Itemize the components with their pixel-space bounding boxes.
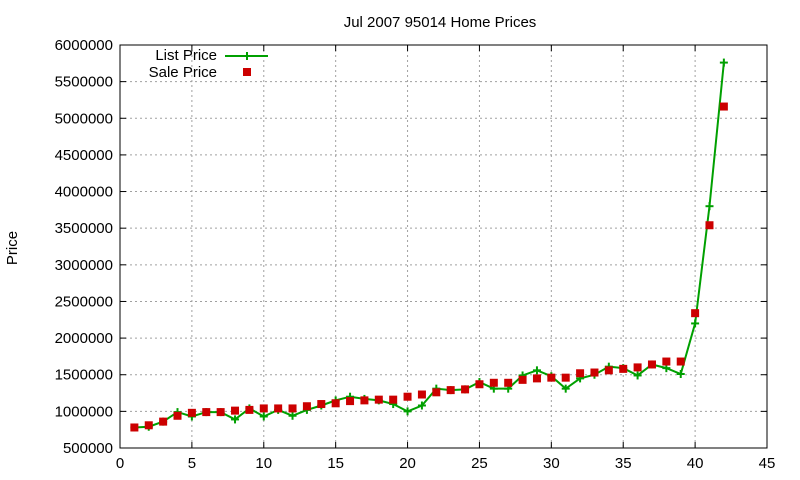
x-tick-label: 25 [471,455,488,472]
sale-price-point [245,405,254,414]
sale-price-point [331,399,340,408]
y-tick-label: 6000000 [55,37,113,54]
sale-price-point [518,375,527,384]
list-price-point [705,202,714,211]
sale-price-point [187,408,196,417]
sale-price-point [432,388,441,397]
list-price-point [403,407,412,416]
y-axis-label: Price [4,231,21,265]
sale-price-point [288,404,297,413]
sale-price-point [705,221,714,230]
grid-lines [120,45,767,448]
sale-price-point [360,396,369,405]
sale-price-point [504,378,513,387]
sale-price-point [561,373,570,382]
legend-swatch-sale-price [243,68,251,76]
data-series [130,58,728,432]
sale-price-point [604,366,613,375]
x-tick-label: 5 [188,455,196,472]
list-price-line [134,62,725,429]
x-tick-label: 10 [255,455,272,472]
sale-price-point [662,357,671,366]
sale-price-point [417,390,426,399]
x-tick-label: 30 [543,455,560,472]
sale-price-point [676,357,685,366]
sale-price-point [302,402,311,411]
axis-ticks: 0 5 10 15 20 25 30 35 40 45 500000 1000000 1500000 20… [55,37,776,472]
y-tick-label: 2000000 [55,330,113,347]
list-price-point [633,371,642,380]
y-tick-label: 5000000 [55,110,113,127]
sale-price-point [489,378,498,387]
sale-price-point [647,360,656,369]
x-tick-label: 45 [759,455,776,472]
sale-price-point [475,380,484,389]
sale-price-point [159,417,168,426]
y-tick-label: 2500000 [55,293,113,310]
y-tick-label: 4000000 [55,184,113,201]
list-price-point [532,366,541,375]
x-tick-label: 40 [687,455,704,472]
legend: List Price Sale Price [149,47,268,81]
y-tick-label: 5500000 [55,74,113,91]
sale-price-point [216,408,225,417]
sale-price-point [346,397,355,406]
y-tick-label: 3500000 [55,220,113,237]
list-price-point [417,401,426,410]
sale-price-point [144,421,153,430]
x-tick-label: 15 [327,455,344,472]
sale-price-point [691,309,700,318]
list-price-point [259,412,268,421]
list-price-point [676,369,685,378]
sale-price-point [403,392,412,401]
sale-price-point [389,395,398,404]
list-price-point [288,411,297,420]
legend-label-list-price: List Price [155,47,217,64]
sale-price-point [719,102,728,111]
sale-price-point [619,364,628,373]
sale-price-point [461,385,470,394]
x-tick-label: 0 [116,455,124,472]
sale-price-point [374,395,383,404]
y-tick-label: 4500000 [55,147,113,164]
sale-price-point [259,404,268,413]
plot-frame [119,44,768,449]
sale-price-point [633,363,642,372]
sale-price-point [576,369,585,378]
sale-price-point [590,368,599,377]
list-price-point [691,319,700,328]
sale-price-point [173,411,182,420]
x-tick-label: 35 [615,455,632,472]
sale-price-point [446,386,455,395]
x-tick-label: 20 [399,455,416,472]
y-tick-label: 500000 [63,440,113,457]
sale-price-point [317,400,326,409]
sale-price-point [532,374,541,383]
sale-price-point [202,408,211,417]
legend-label-sale-price: Sale Price [149,64,217,81]
sale-price-point [130,423,139,432]
chart-title: Jul 2007 95014 Home Prices [344,14,537,31]
y-tick-label: 1000000 [55,403,113,420]
list-price-point [719,58,728,67]
sale-price-point [274,404,283,413]
list-price-point [231,415,240,424]
sale-price-point [547,373,556,382]
y-tick-label: 1500000 [55,367,113,384]
list-price-point [561,384,570,393]
sale-price-point [231,406,240,415]
y-tick-label: 3000000 [55,257,113,274]
